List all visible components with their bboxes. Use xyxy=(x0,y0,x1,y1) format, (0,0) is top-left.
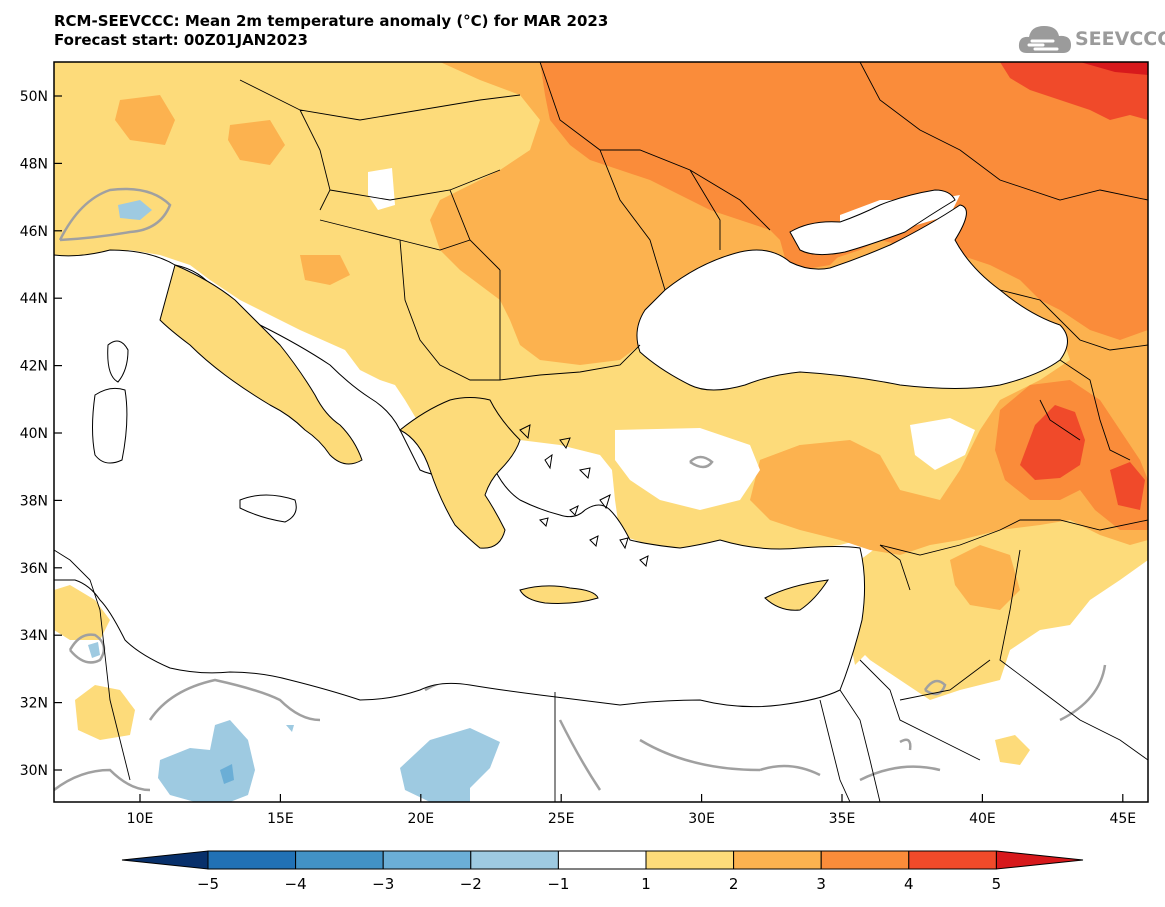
lon-tick-label: 45E xyxy=(1109,811,1136,827)
lon-tick-label: 25E xyxy=(548,811,575,827)
anomaly-area-5-plus xyxy=(1080,62,1148,75)
lat-tick-label: 32N xyxy=(20,696,48,712)
contour-alps xyxy=(58,187,172,242)
lat-tick-label: 42N xyxy=(20,359,48,375)
colorbar-tick-label: −2 xyxy=(460,875,482,893)
colorbar-arrow-left xyxy=(121,850,209,870)
crimea xyxy=(789,189,956,256)
lon-tick-label: 40E xyxy=(969,811,996,827)
greece-coast xyxy=(399,397,521,549)
colorbar-tick-label: 4 xyxy=(904,875,914,893)
contour-egypt-4 xyxy=(759,764,821,777)
anomaly-area-2-3-syria xyxy=(950,545,1020,610)
anomaly-area-3-4 xyxy=(540,62,1148,340)
lon-tick-label: 10E xyxy=(127,811,154,827)
colorbar-seg-pos4 xyxy=(908,850,997,870)
colorbar-tick-label: −1 xyxy=(547,875,569,893)
colorbar-tick-label: −3 xyxy=(372,875,394,893)
map-field xyxy=(54,62,1148,802)
colorbar-tick-label: −5 xyxy=(197,875,219,893)
seevccc-logo: SEEVCCC xyxy=(1017,22,1165,56)
contour-egypt-3 xyxy=(639,738,761,772)
colorbar-seg-neg4 xyxy=(207,850,297,870)
italy-coast xyxy=(159,264,363,465)
neutral-patch-anatolia xyxy=(615,428,760,510)
colorbar-seg-pos1 xyxy=(645,850,735,870)
lon-tick-label: 30E xyxy=(688,811,715,827)
colorbar-seg-neg1 xyxy=(470,850,559,870)
lat-tick-label: 44N xyxy=(20,291,48,307)
colorbar-seg-neg3 xyxy=(295,850,384,870)
anomaly-area-neg-alps xyxy=(118,200,152,220)
contour-egypt-2 xyxy=(558,719,602,791)
longitude-axis: 10E 15E 20E 25E 30E 35E 40E 45E xyxy=(127,794,1136,827)
coastlines xyxy=(54,62,1148,802)
corsica-coast xyxy=(107,340,129,383)
anomaly-area-4-5-ne xyxy=(1000,62,1148,120)
anomaly-area-neg-libya-1 xyxy=(158,720,255,802)
colorbar-tick-label: 1 xyxy=(641,875,651,893)
colorbar-seg-neg2 xyxy=(382,850,472,870)
contour-anatolia xyxy=(689,455,714,469)
neutral-patch-anatolia-e xyxy=(910,418,975,470)
anomaly-area-4-5-caucasus xyxy=(1020,405,1145,510)
colorbar-tick-label: 3 xyxy=(816,875,826,893)
title-line-2: Forecast start: 00Z01JAN2023 xyxy=(54,31,308,49)
colorbar-tick-label: 5 xyxy=(992,875,1002,893)
lat-tick-label: 40N xyxy=(20,426,48,442)
crete-coast xyxy=(519,585,599,604)
cyprus-coast xyxy=(764,579,830,611)
lat-tick-label: 46N xyxy=(20,224,48,240)
colorbar-arrow-right xyxy=(995,850,1084,870)
contour-sinai-2 xyxy=(899,738,912,751)
black-sea-coast xyxy=(636,204,1068,391)
colorbar: −5 −4 −3 −2 −1 1 2 3 4 5 xyxy=(121,850,1084,893)
sardinia-coast xyxy=(92,387,128,464)
lat-tick-label: 48N xyxy=(20,156,48,172)
lat-tick-label: 38N xyxy=(20,493,48,509)
lon-tick-label: 15E xyxy=(267,811,294,827)
country-borders xyxy=(54,62,1148,802)
colorbar-tick-label: 2 xyxy=(729,875,739,893)
lat-tick-label: 34N xyxy=(20,628,48,644)
map-title: RCM-SEEVCCC: Mean 2m temperature anomaly… xyxy=(54,12,608,50)
anomaly-area-1-2-libya-w xyxy=(75,685,135,740)
contour-arabia xyxy=(1059,664,1107,722)
lat-tick-label: 36N xyxy=(20,561,48,577)
anomaly-area-1-2-arabia xyxy=(995,735,1030,765)
anomaly-area-1-2-tunisia xyxy=(54,585,110,640)
latitude-axis: 50N 48N 46N 44N 42N 40N 38N 36N 34N 32N 30N xyxy=(20,89,62,779)
colorbar-seg-pos3 xyxy=(820,850,910,870)
lon-tick-label: 35E xyxy=(829,811,856,827)
colorbar-seg-neutral xyxy=(557,850,647,870)
colorbar-tick-label: −4 xyxy=(285,875,307,893)
aegean-islands xyxy=(519,424,649,568)
contour-libya xyxy=(54,768,151,792)
cloud-icon xyxy=(1018,26,1071,53)
lat-tick-label: 50N xyxy=(20,89,48,105)
colorbar-seg-pos2 xyxy=(733,850,822,870)
logo-text: SEEVCCC xyxy=(1075,28,1165,50)
map-frame xyxy=(53,61,1149,803)
contour-libya-2 xyxy=(148,678,321,722)
title-line-1: RCM-SEEVCCC: Mean 2m temperature anomaly… xyxy=(54,12,609,30)
anomaly-area-2-3-turkey xyxy=(760,445,900,530)
lat-tick-label: 30N xyxy=(20,763,48,779)
anomaly-area-neg2-libya xyxy=(220,764,234,784)
contour-sinai xyxy=(859,765,941,782)
lon-tick-label: 20E xyxy=(407,811,434,827)
anomaly-area-2-3-west xyxy=(115,95,350,285)
anomaly-area-neg-libya-2 xyxy=(400,728,500,802)
sicily-coast xyxy=(239,494,297,523)
colorbar-labels: −5 −4 −3 −2 −1 1 2 3 4 5 xyxy=(197,875,1001,893)
